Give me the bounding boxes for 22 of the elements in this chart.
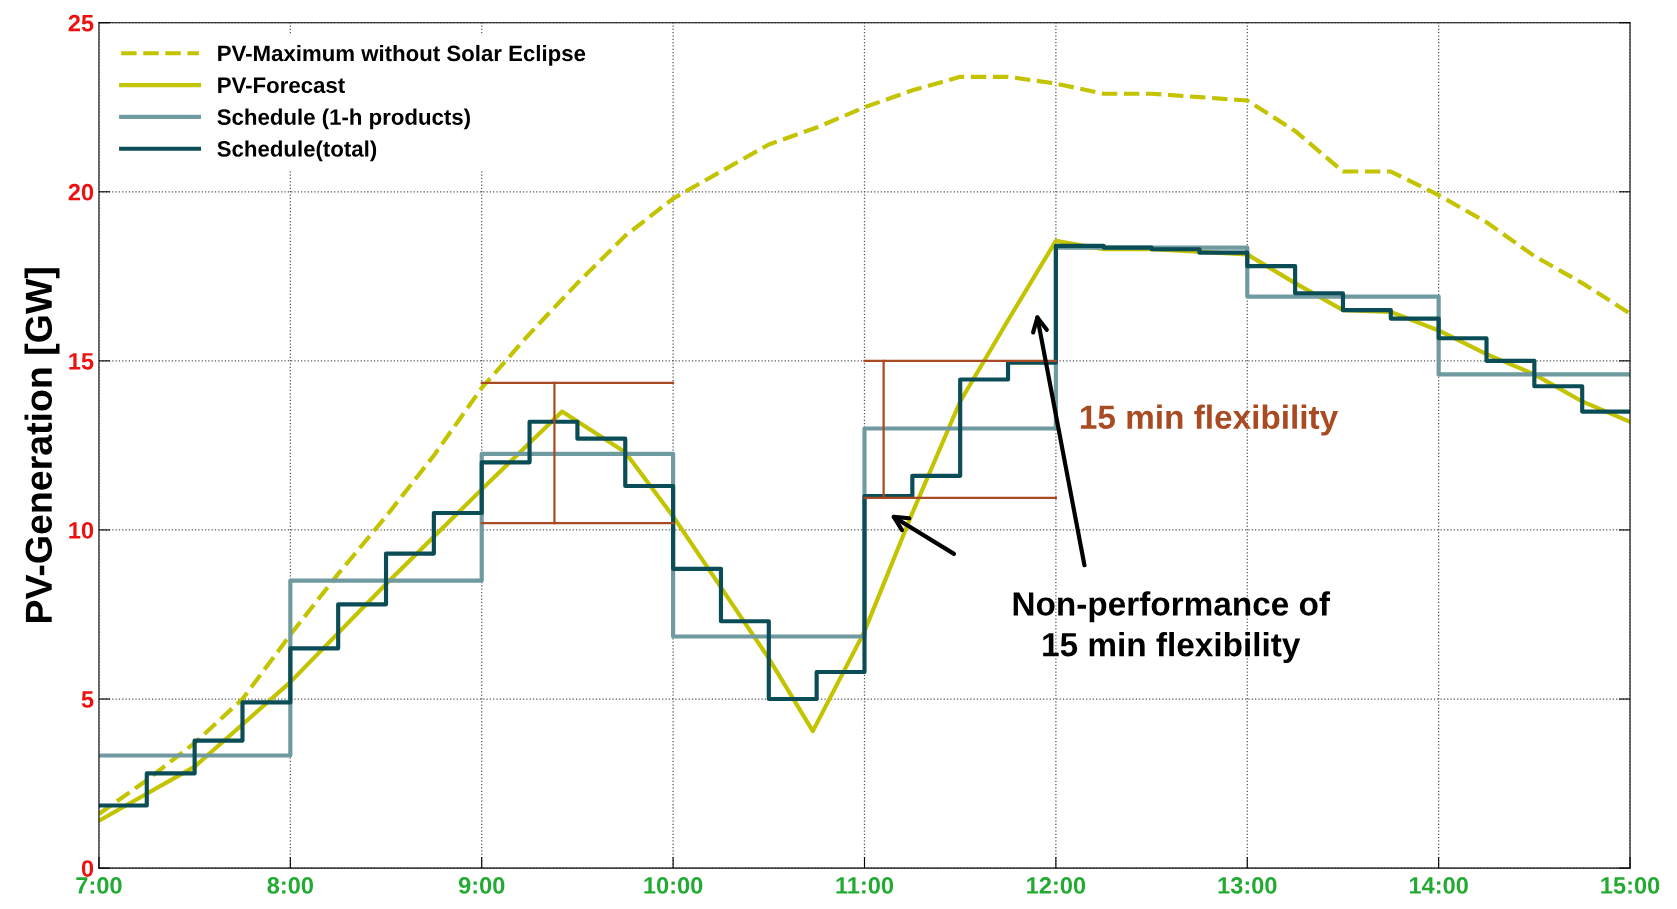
x-tick-label: 12:00 (1027, 877, 1086, 894)
annotation: 15 min flexibility (1080, 404, 1339, 436)
x-tick-label: 11:00 (836, 877, 894, 894)
legend-label: PV-Forecast (218, 77, 345, 94)
y-tick-label: 0 (81, 860, 94, 877)
x-tick-label: 13:00 (1218, 877, 1277, 894)
x-tick-label: 15:00 (1601, 877, 1660, 894)
annotation: Non-performance of 15 min flexibility (1013, 591, 1331, 664)
y-tick-label: 5 (81, 691, 94, 708)
y-tick-label: 20 (68, 183, 94, 201)
y-tick-label: 15 (69, 353, 94, 370)
x-tick-label: 14:00 (1409, 877, 1468, 894)
x-tick-label: 8:00 (267, 877, 313, 894)
legend-label: Schedule(total) (217, 140, 377, 162)
legend-label: Schedule (1-h products) (217, 108, 470, 130)
x-tick-label: 7:00 (76, 877, 122, 894)
x-tick-label: 9:00 (458, 877, 505, 894)
y-tick-label: 10 (69, 522, 94, 539)
legend-label: PV-Maximum without Solar Eclipse (218, 44, 586, 66)
x-tick-label: 10:00 (644, 877, 703, 894)
y-axis-title: PV-Generation [GW] (24, 268, 60, 623)
y-tick-label: 25 (68, 14, 94, 32)
